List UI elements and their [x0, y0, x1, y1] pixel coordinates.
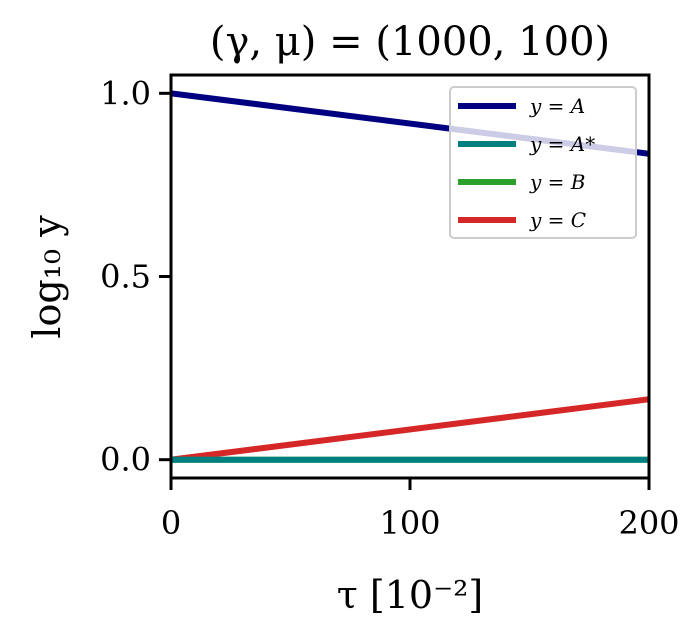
y-tick-label: 0.0	[100, 441, 151, 479]
legend-label-2: y = B	[529, 170, 585, 194]
legend-label-1: y = A*	[529, 132, 595, 156]
tick-layer: 0 100 200 0.0 0.5 1.0	[100, 74, 679, 542]
legend-label-3: y = C	[529, 208, 586, 232]
x-axis-label: τ [10⁻²]	[337, 573, 483, 617]
x-tick-label: 100	[379, 504, 440, 542]
y-tick-label: 1.0	[100, 74, 151, 112]
legend-box	[449, 86, 637, 239]
chart-title: (γ, μ) = (1000, 100)	[210, 19, 610, 65]
x-tick-label: 200	[618, 504, 679, 542]
legend: y = A y = A* y = B y = C	[449, 86, 637, 239]
y-tick-label: 0.5	[100, 258, 151, 296]
legend-label-0: y = A	[529, 94, 585, 118]
series-line-3	[171, 396, 649, 463]
x-tick-label: 0	[161, 504, 181, 542]
y-axis-label: log₁₀ y	[25, 215, 69, 339]
